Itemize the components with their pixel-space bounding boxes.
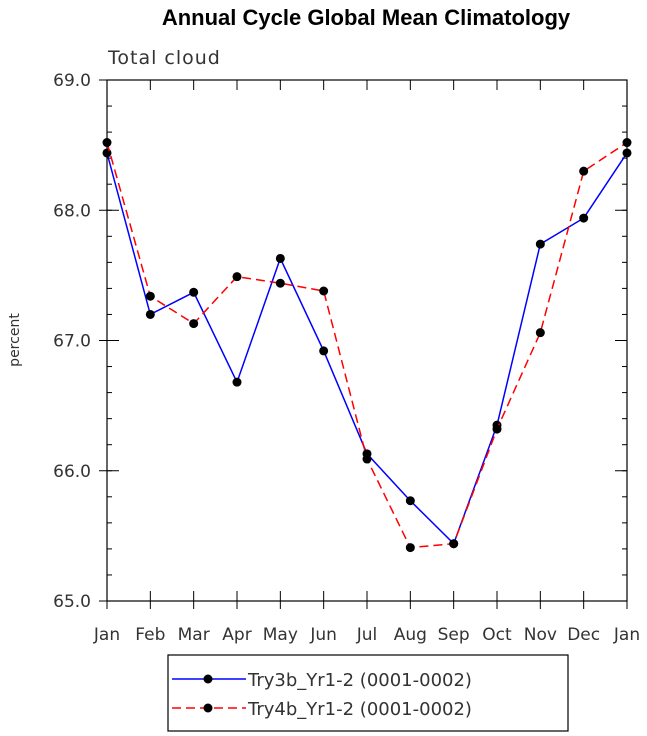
series-1-point (535, 239, 545, 249)
plot-frame (106, 79, 628, 602)
y-tick-label: 68.0 (53, 201, 91, 221)
series-1-point (622, 148, 632, 158)
x-tick-label: Mar (178, 625, 210, 645)
series-2-point (405, 543, 415, 553)
y-tick-label: 65.0 (53, 592, 91, 612)
y-tick-label: 67.0 (53, 332, 91, 352)
series-line-2 (106, 141, 628, 549)
y-tick-label: 69.0 (53, 71, 91, 91)
x-tick-label: Aug (394, 625, 427, 645)
x-tick-label: Oct (482, 625, 512, 645)
series-2-point (535, 328, 545, 338)
series-2-point (275, 278, 285, 288)
axes: 65.0 66.0 67.0 68.0 69.0 Jan Feb Mar Apr May Jun Ju… (53, 71, 640, 645)
x-tick-label: Jan (93, 625, 120, 645)
x-tick-label: Nov (524, 625, 557, 645)
series-1-point (405, 496, 415, 506)
x-tick-label: Sep (438, 625, 470, 645)
series-2-point (492, 424, 502, 434)
series-1-point (145, 309, 155, 319)
series-1-point (232, 377, 242, 387)
series-1-point (189, 287, 199, 297)
chart-title: Annual Cycle Global Mean Climatology (162, 5, 571, 30)
series-1-point (319, 346, 329, 356)
legend-box (167, 654, 569, 732)
series-2-point (232, 272, 242, 282)
series-line-1 (106, 152, 628, 546)
x-tick-label: Jan (613, 625, 640, 645)
legend-marker-2 (203, 703, 213, 713)
x-tick-label: Feb (135, 625, 165, 645)
series-1-point (275, 253, 285, 263)
series-2-point (622, 138, 632, 148)
series-2-point (579, 166, 589, 176)
series-1-point (579, 213, 589, 223)
legend-label-2: Try4b_Yr1-2 (0001-0002) (247, 699, 472, 720)
x-tick-label: Jul (356, 625, 378, 645)
series-2-point (449, 539, 459, 549)
x-tick-label: Jun (309, 625, 337, 645)
x-tick-label: Apr (222, 625, 251, 645)
series-2-point (362, 454, 372, 464)
chart-subtitle: Total cloud (107, 47, 221, 69)
y-axis-label: percent (7, 313, 23, 367)
series-2-point (319, 286, 329, 296)
x-tick-label: Dec (567, 625, 600, 645)
series-1-point (102, 148, 112, 158)
legend-marker-1 (203, 674, 213, 684)
y-tick-label: 66.0 (53, 462, 91, 482)
series-2-point (145, 291, 155, 301)
series-2-point (102, 138, 112, 148)
series-group (102, 138, 632, 553)
series-2-point (189, 319, 199, 329)
x-tick-label: May (263, 625, 298, 645)
legend-label-1: Try3b_Yr1-2 (0001-0002) (247, 670, 472, 691)
legend: Try3b_Yr1-2 (0001-0002) Try4b_Yr1-2 (0001… (167, 654, 569, 732)
